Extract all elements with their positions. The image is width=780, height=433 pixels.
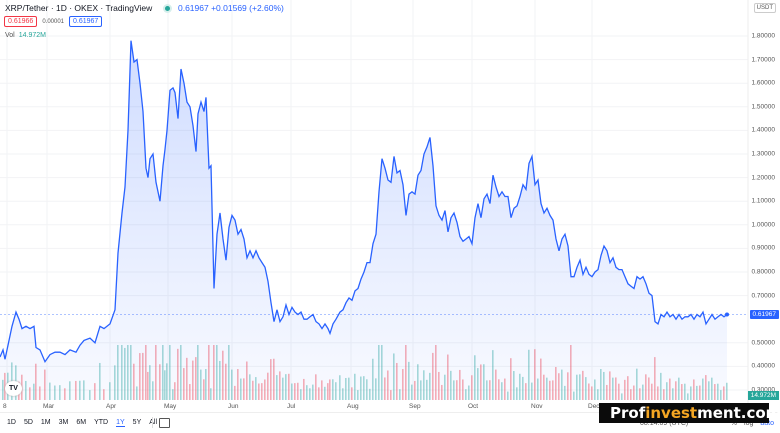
y-tick-label: 0.70000 (751, 292, 776, 300)
x-tick-label: Nov (531, 403, 543, 410)
divider (0, 412, 780, 413)
range-button-6m[interactable]: 6M (76, 419, 87, 426)
current-price-tag: 0.61967 (749, 310, 779, 319)
x-tick-label: 8 (3, 403, 7, 410)
watermark-text: ment.com (697, 404, 780, 422)
range-button-1d[interactable]: 1D (7, 419, 16, 426)
range-button-5d[interactable]: 5D (23, 419, 33, 426)
log-toggle[interactable]: log (744, 420, 754, 427)
chart-header: XRP/Tether · 1D · OKEX · TradingView 0.6… (5, 3, 284, 13)
buy-button[interactable]: 0.61967 (69, 16, 103, 27)
range-button-1m[interactable]: 1M (40, 419, 51, 426)
range-button-1y[interactable]: 1Y (116, 419, 125, 427)
volume-legend: Vol 14.972M (5, 32, 46, 39)
y-tick-label: 0.30000 (751, 386, 776, 394)
y-tick-label: 0.80000 (751, 268, 776, 276)
x-tick-label: Sep (409, 403, 421, 410)
watermark-text: invest (645, 404, 698, 422)
symbol-title[interactable]: XRP/Tether · 1D · OKEX · TradingView (5, 3, 153, 13)
price-line (0, 40, 728, 364)
y-tick-label: 1.40000 (751, 126, 776, 134)
price-change: +0.01569 (+2.60%) (211, 3, 284, 13)
y-tick-label: 1.10000 (751, 197, 776, 205)
last-price-dot (725, 312, 729, 317)
watermark-text: Prof (610, 404, 646, 422)
last-price: 0.61967 (177, 3, 209, 13)
currency-label[interactable]: USDT (753, 3, 776, 13)
y-tick-label: 1.50000 (751, 103, 776, 111)
y-tick-label: 1.00000 (751, 221, 776, 229)
x-tick-label: Dec (588, 403, 600, 410)
divider (152, 417, 153, 428)
clock: 08:14:09 (UTC) (640, 420, 689, 427)
x-tick-label: Aug (347, 403, 359, 410)
volume-label: Vol (5, 32, 15, 39)
sell-button[interactable]: 0.61966 (4, 16, 38, 27)
y-tick-label: 1.80000 (751, 32, 776, 40)
y-tick-label: 1.30000 (751, 150, 776, 158)
current-volume-tag: 14.972M (747, 391, 779, 400)
y-tick-label: 1.20000 (751, 174, 776, 182)
x-tick-label: Mar (43, 403, 55, 410)
y-tick-label: 0.50000 (751, 339, 776, 347)
spread: 0.00001 (42, 18, 65, 25)
price-area-fill (0, 40, 727, 400)
range-selector: 1D 5D 1M 3M 6M YTD 1Y 5Y All (7, 419, 157, 427)
auto-toggle[interactable]: auto (760, 420, 774, 427)
range-button-all[interactable]: All (149, 419, 158, 426)
x-tick-label: Jul (287, 403, 296, 410)
watermark: Prof invest ment.com (599, 403, 780, 423)
y-tick-label: 0.40000 (751, 362, 776, 370)
y-tick-label: 0.90000 (751, 244, 776, 252)
range-button-3m[interactable]: 3M (58, 419, 69, 426)
market-status-icon (164, 6, 170, 12)
calendar-icon[interactable] (159, 418, 170, 428)
x-tick-label: May (164, 403, 177, 410)
range-button-5y[interactable]: 5Y (132, 419, 142, 426)
x-tick-label: Jun (228, 403, 239, 410)
scale-options: % log auto (731, 420, 774, 427)
trade-buttons: 0.61966 0.00001 0.61967 (4, 16, 103, 27)
percent-toggle[interactable]: % (730, 420, 738, 427)
y-tick-label: 1.60000 (751, 79, 776, 87)
range-button-ytd[interactable]: YTD (94, 419, 109, 426)
x-tick-label: Apr (106, 403, 117, 410)
tradingview-logo-icon[interactable]: TV (5, 381, 22, 396)
volume-value: 14.972M (18, 32, 46, 39)
y-tick-label: 1.70000 (751, 56, 776, 64)
x-tick-label: Oct (468, 403, 479, 410)
